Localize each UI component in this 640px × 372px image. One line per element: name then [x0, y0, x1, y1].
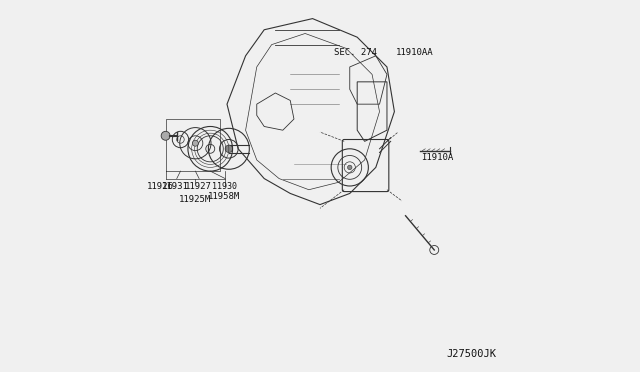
Text: J27500JK: J27500JK — [447, 349, 497, 359]
Text: 11927: 11927 — [184, 182, 211, 191]
Text: 11925M: 11925M — [179, 195, 211, 204]
Text: 11926: 11926 — [147, 182, 174, 191]
Text: 11958M: 11958M — [208, 192, 241, 201]
Circle shape — [193, 140, 198, 146]
Circle shape — [161, 131, 170, 140]
Text: I1910A: I1910A — [421, 153, 453, 161]
Text: 11930: 11930 — [212, 182, 237, 191]
Text: SEC. 274: SEC. 274 — [334, 48, 377, 57]
Text: 11910AA: 11910AA — [396, 48, 434, 57]
Text: 11931: 11931 — [162, 182, 189, 191]
Circle shape — [225, 145, 232, 153]
Circle shape — [348, 165, 352, 170]
